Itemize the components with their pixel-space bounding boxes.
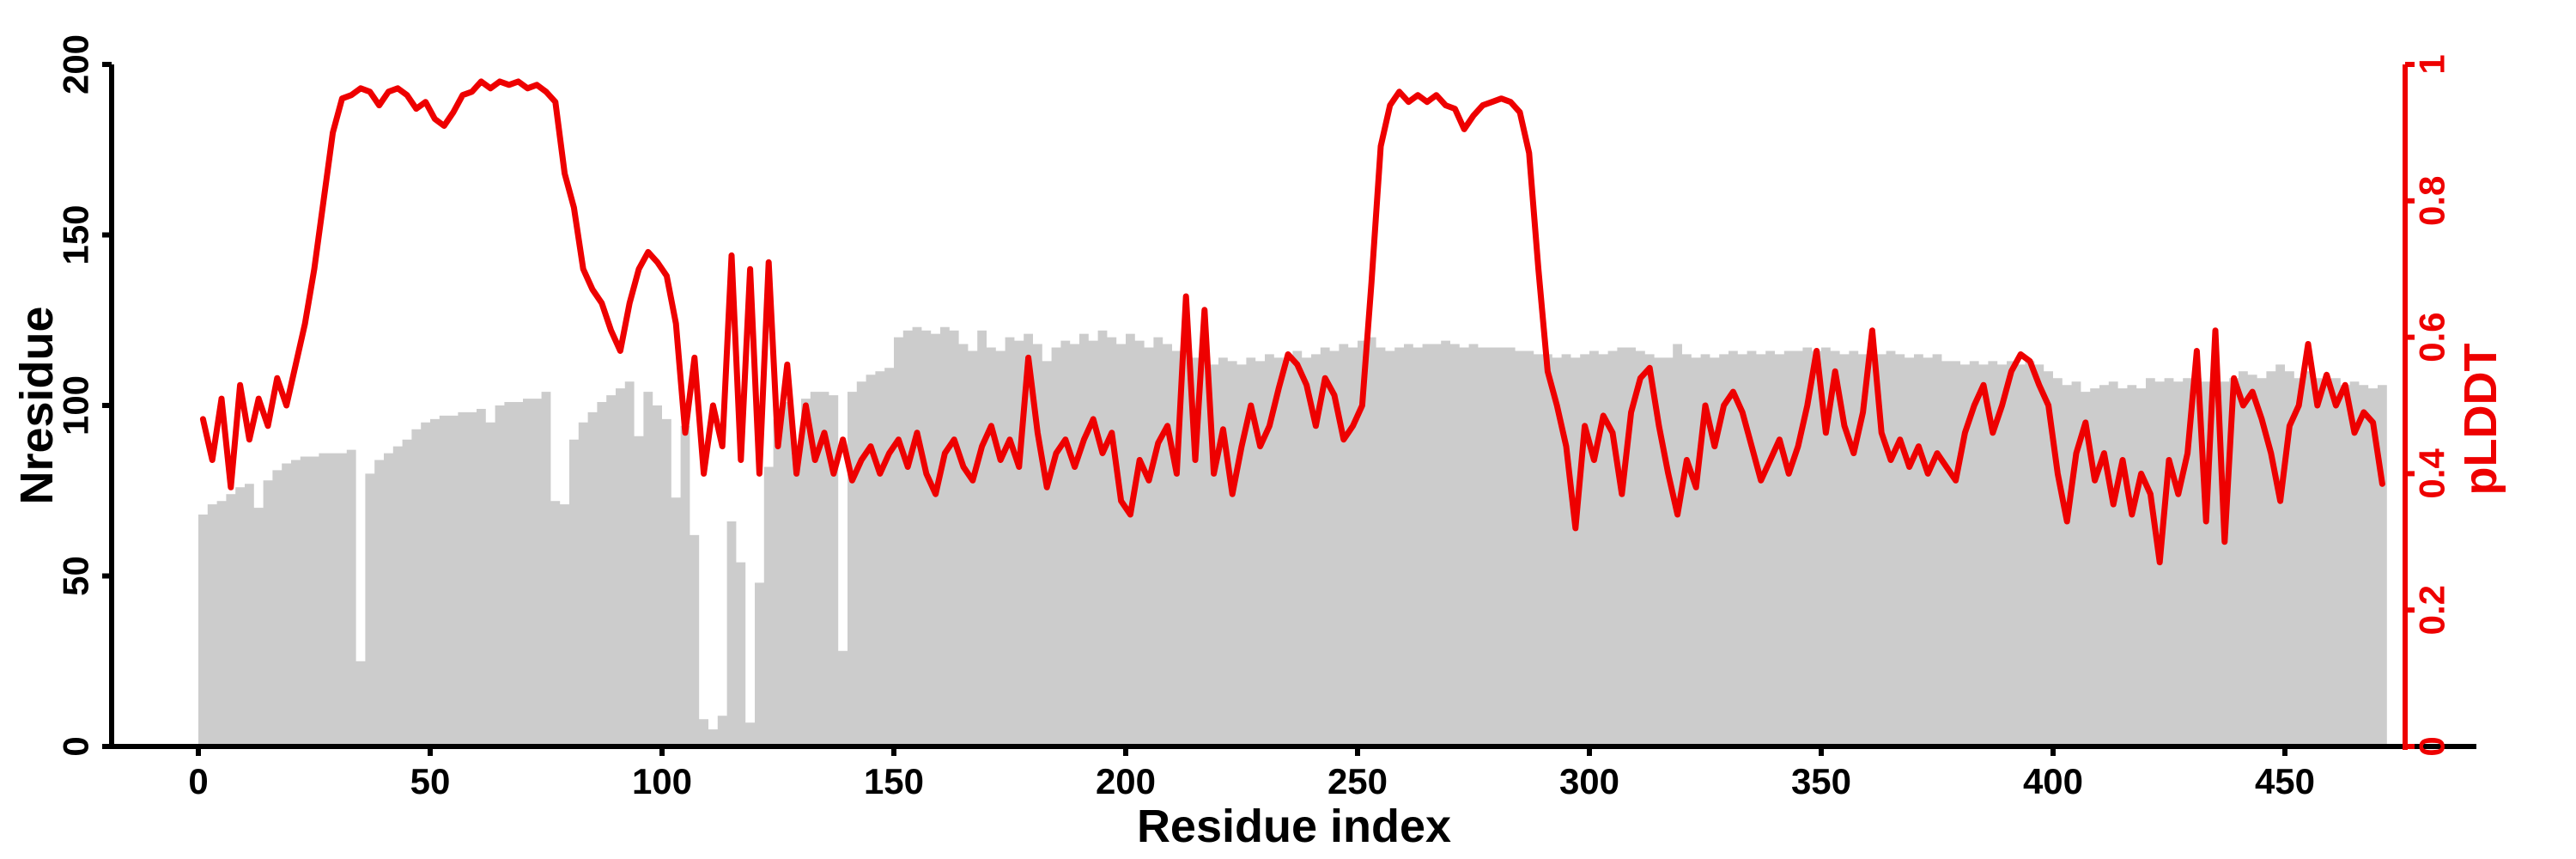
y-tick-left-label: 0 [56,736,96,756]
y-axis-title-left: Nresidue [11,306,63,504]
nresidue-bars-shape [198,326,2387,746]
y-axis-title-right: pLDDT [2455,344,2506,496]
y-tick-right-label: 0.4 [2412,448,2452,499]
x-axis: 0 50 100 150 200 250 300 350 400 450 [109,744,2476,801]
plddt-line [199,78,2385,566]
x-tick-label: 450 [2255,761,2315,801]
y-tick-right-label: 0.8 [2412,176,2452,226]
nresidue-bars [198,326,2387,746]
x-tick-label: 150 [864,761,924,801]
y-tick-left-label: 150 [56,204,96,265]
y-tick-left-label: 50 [56,556,96,596]
x-tick-label: 100 [632,761,692,801]
x-tick-label: 0 [188,761,208,801]
x-tick-label: 300 [1559,761,1619,801]
y-tick-right-label: 0.6 [2412,312,2452,362]
y-tick-left-label: 100 [56,375,96,436]
x-tick-label: 250 [1327,761,1388,801]
y-tick-right-label: 0.2 [2412,585,2452,635]
plddt-line-path [199,78,2385,566]
x-tick-label: 400 [2023,761,2083,801]
y-tick-right-label: 0 [2412,736,2452,756]
y-tick-right-label: 1 [2412,54,2452,74]
x-tick-label: 350 [1791,761,1851,801]
y-axis-nresidue: 0 50 100 150 200 [56,34,114,757]
x-tick-label: 50 [410,761,451,801]
x-tick-label: 200 [1096,761,1156,801]
x-axis-title: Residue index [1137,801,1451,852]
y-tick-left-label: 200 [56,34,96,94]
axis-titles: Nresidue Residue index pLDDT [11,306,2506,852]
y-axis-plddt: 0 0.2 0.4 0.6 0.8 1 [2403,54,2452,757]
